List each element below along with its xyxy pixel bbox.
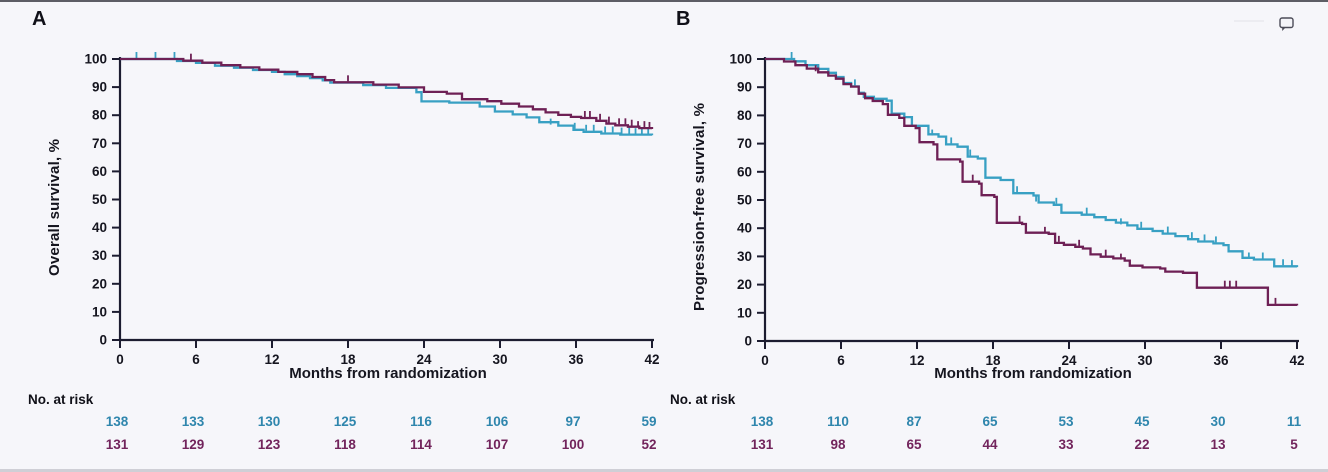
panel-B-axes: [763, 57, 1299, 343]
x-tick-label: 12: [909, 353, 924, 368]
risk-count-overall-survival-arm-maroon: 52: [641, 437, 656, 452]
y-tick-label: 10: [737, 305, 752, 320]
y-tick-label: 20: [92, 276, 107, 291]
x-tick-label: 24: [1061, 353, 1077, 368]
risk-count-progression-free-survival-arm-maroon: 131: [751, 437, 774, 452]
risk-count-overall-survival-arm-maroon: 131: [106, 437, 129, 452]
y-tick-label: 0: [99, 333, 107, 348]
risk-count-overall-survival-arm-cyan: 116: [410, 414, 432, 429]
faint-divider-line: [1234, 20, 1264, 22]
y-tick-label: 0: [744, 334, 752, 349]
panel-b-x-axis-title: Months from randomization: [934, 365, 1132, 382]
y-tick-label: 70: [737, 136, 752, 151]
risk-count-overall-survival-arm-maroon: 114: [410, 437, 432, 452]
x-tick-label: 0: [116, 352, 124, 367]
risk-count-progression-free-survival-arm-cyan: 45: [1134, 414, 1150, 429]
panel-b-y-axis-title: Progression-free survival, %: [691, 102, 708, 312]
y-tick-label: 30: [737, 249, 752, 264]
x-tick-label: 42: [644, 352, 659, 367]
y-tick-label: 90: [92, 80, 107, 95]
y-tick-label: 100: [729, 52, 752, 67]
panel-a-y-axis-title: Overall survival, %: [46, 138, 63, 277]
y-tick-label: 40: [92, 220, 107, 235]
risk-count-progression-free-survival-arm-maroon: 22: [1134, 437, 1149, 452]
y-tick-label: 60: [737, 164, 752, 179]
x-tick-label: 6: [837, 353, 845, 368]
risk-count-progression-free-survival-arm-cyan: 65: [982, 414, 998, 429]
y-tick-label: 90: [737, 80, 752, 95]
risk-count-progression-free-survival-arm-cyan: 87: [906, 414, 921, 429]
risk-count-overall-survival-arm-cyan: 97: [565, 414, 580, 429]
panel-b-no-at-risk-label: No. at risk: [670, 392, 736, 407]
y-tick-label: 100: [84, 52, 107, 67]
x-tick-label: 6: [192, 352, 200, 367]
panel-a-label: A: [32, 8, 47, 30]
risk-count-overall-survival-arm-maroon: 100: [562, 437, 585, 452]
risk-count-overall-survival-arm-maroon: 107: [486, 437, 509, 452]
y-tick-label: 80: [92, 108, 107, 123]
risk-count-overall-survival-arm-cyan: 138: [106, 414, 129, 429]
x-tick-label: 30: [492, 352, 507, 367]
panel-a-no-at-risk-label: No. at risk: [28, 392, 94, 407]
y-tick-label: 30: [92, 248, 107, 263]
bottom-edge-line: [0, 469, 1328, 472]
risk-count-progression-free-survival-arm-cyan: 138: [751, 414, 774, 429]
risk-count-progression-free-survival-arm-maroon: 5: [1290, 437, 1298, 452]
y-tick-label: 20: [737, 277, 752, 292]
risk-count-overall-survival-arm-cyan: 59: [641, 414, 656, 429]
risk-count-progression-free-survival-arm-cyan: 53: [1058, 414, 1074, 429]
y-tick-label: 40: [737, 221, 752, 236]
x-tick-label: 18: [985, 353, 1001, 368]
risk-count-overall-survival-arm-cyan: 133: [182, 414, 205, 429]
x-tick-label: 36: [1213, 353, 1229, 368]
y-tick-label: 50: [737, 193, 752, 208]
risk-count-progression-free-survival-arm-maroon: 98: [830, 437, 846, 452]
top-edge-line: [0, 0, 1328, 2]
y-tick-label: 80: [737, 108, 752, 123]
km-curve-overall-survival-arm-maroon: [120, 57, 654, 130]
risk-count-overall-survival-arm-cyan: 106: [486, 414, 509, 429]
km-curve-overall-survival-arm-cyan: [120, 57, 654, 136]
y-tick-label: 10: [92, 304, 107, 319]
km-curve-progression-free-survival-arm-cyan: [765, 57, 1299, 268]
risk-count-overall-survival-arm-cyan: 125: [334, 414, 357, 429]
risk-count-progression-free-survival-arm-maroon: 33: [1058, 437, 1074, 452]
x-tick-label: 18: [340, 352, 356, 367]
km-curve-progression-free-survival-arm-maroon: [765, 57, 1299, 307]
x-tick-label: 24: [416, 352, 432, 367]
x-tick-label: 0: [761, 353, 769, 368]
risk-count-progression-free-survival-arm-maroon: 44: [982, 437, 998, 452]
panel-A-axes: [118, 57, 654, 342]
risk-count-overall-survival-arm-maroon: 118: [334, 437, 356, 452]
x-tick-label: 36: [568, 352, 584, 367]
panel-b-label: B: [676, 8, 691, 30]
y-tick-label: 70: [92, 136, 107, 151]
risk-count-overall-survival-arm-cyan: 130: [258, 414, 281, 429]
y-tick-label: 60: [92, 164, 107, 179]
x-tick-label: 30: [1137, 353, 1152, 368]
risk-count-progression-free-survival-arm-maroon: 65: [906, 437, 922, 452]
risk-count-progression-free-survival-arm-cyan: 30: [1210, 414, 1225, 429]
risk-count-progression-free-survival-arm-cyan: 110: [827, 414, 849, 429]
risk-count-overall-survival-arm-maroon: 129: [182, 437, 205, 452]
x-tick-label: 42: [1289, 353, 1304, 368]
risk-count-overall-survival-arm-maroon: 123: [258, 437, 281, 452]
risk-count-progression-free-survival-arm-cyan: 11: [1287, 414, 1302, 429]
y-tick-label: 50: [92, 192, 107, 207]
panel-a-x-axis-title: Months from randomization: [289, 365, 487, 382]
x-tick-label: 12: [264, 352, 279, 367]
risk-count-progression-free-survival-arm-maroon: 13: [1210, 437, 1226, 452]
comment-bubble-icon[interactable]: [1277, 16, 1297, 34]
